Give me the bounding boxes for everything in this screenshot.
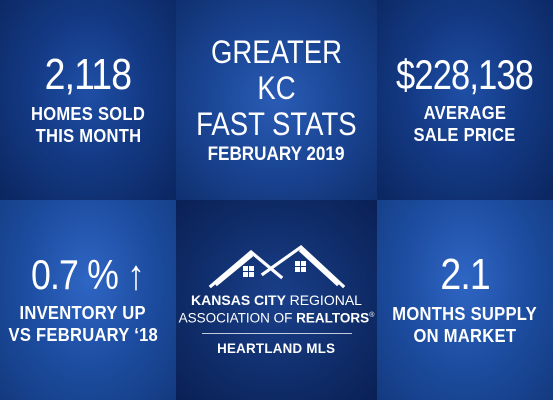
title-line-2: FAST STATS: [196, 106, 357, 142]
avg-price-tile: $228,138 AVERAGE SALE PRICE: [377, 0, 553, 200]
homes-sold-label-2: THIS MONTH: [35, 126, 141, 146]
kcrar-logo: KANSAS CITY REGIONAL ASSOCIATION OF REAL…: [179, 244, 375, 356]
inventory-value: 0.7 %: [31, 251, 119, 298]
inventory-label-2: VS FEBRUARY ‘18: [8, 325, 158, 345]
title-subtitle: FEBRUARY 2019: [208, 144, 345, 165]
inventory-value-row: 0.7 % ↑: [31, 251, 146, 298]
title-line-1: GREATER KC: [211, 34, 342, 106]
two-house-roofs-icon: [208, 245, 345, 289]
supply-label-2: ON MARKET: [413, 326, 517, 346]
avg-price-label-2: SALE PRICE: [413, 125, 517, 145]
avg-price-label-1: AVERAGE: [423, 103, 507, 123]
supply-value: 2.1: [440, 250, 490, 299]
org-name-bold: KANSAS CITY: [191, 292, 286, 309]
assoc-regular: ASSOCIATION OF: [178, 310, 293, 326]
homes-sold-label-1: HOMES SOLD: [30, 104, 146, 124]
divider: [201, 332, 352, 334]
org-name-line-2: ASSOCIATION OF REALTORS®: [179, 308, 375, 327]
avg-price-value: $228,138: [396, 51, 534, 98]
up-arrow-icon: ↑: [127, 251, 146, 298]
homes-sold-value: 2,118: [44, 50, 132, 99]
org-name-regular: REGIONAL: [289, 292, 362, 309]
supply-tile: 2.1 MONTHS SUPPLY ON MARKET: [377, 200, 553, 400]
mls-name: HEARTLAND MLS: [217, 339, 336, 356]
inventory-tile: 0.7 % ↑ INVENTORY UP VS FEBRUARY ‘18: [0, 200, 176, 400]
supply-label-1: MONTHS SUPPLY: [392, 304, 538, 324]
title-tile: GREATER KC FAST STATS FEBRUARY 2019: [176, 0, 377, 200]
inventory-label-1: INVENTORY UP: [19, 303, 147, 323]
registered-mark: ®: [369, 312, 375, 320]
org-name-line-1: KANSAS CITY REGIONAL: [191, 292, 362, 308]
logo-tile: KANSAS CITY REGIONAL ASSOCIATION OF REAL…: [176, 200, 377, 400]
assoc-bold: REALTORS: [296, 310, 370, 326]
homes-sold-tile: 2,118 HOMES SOLD THIS MONTH: [0, 0, 176, 200]
